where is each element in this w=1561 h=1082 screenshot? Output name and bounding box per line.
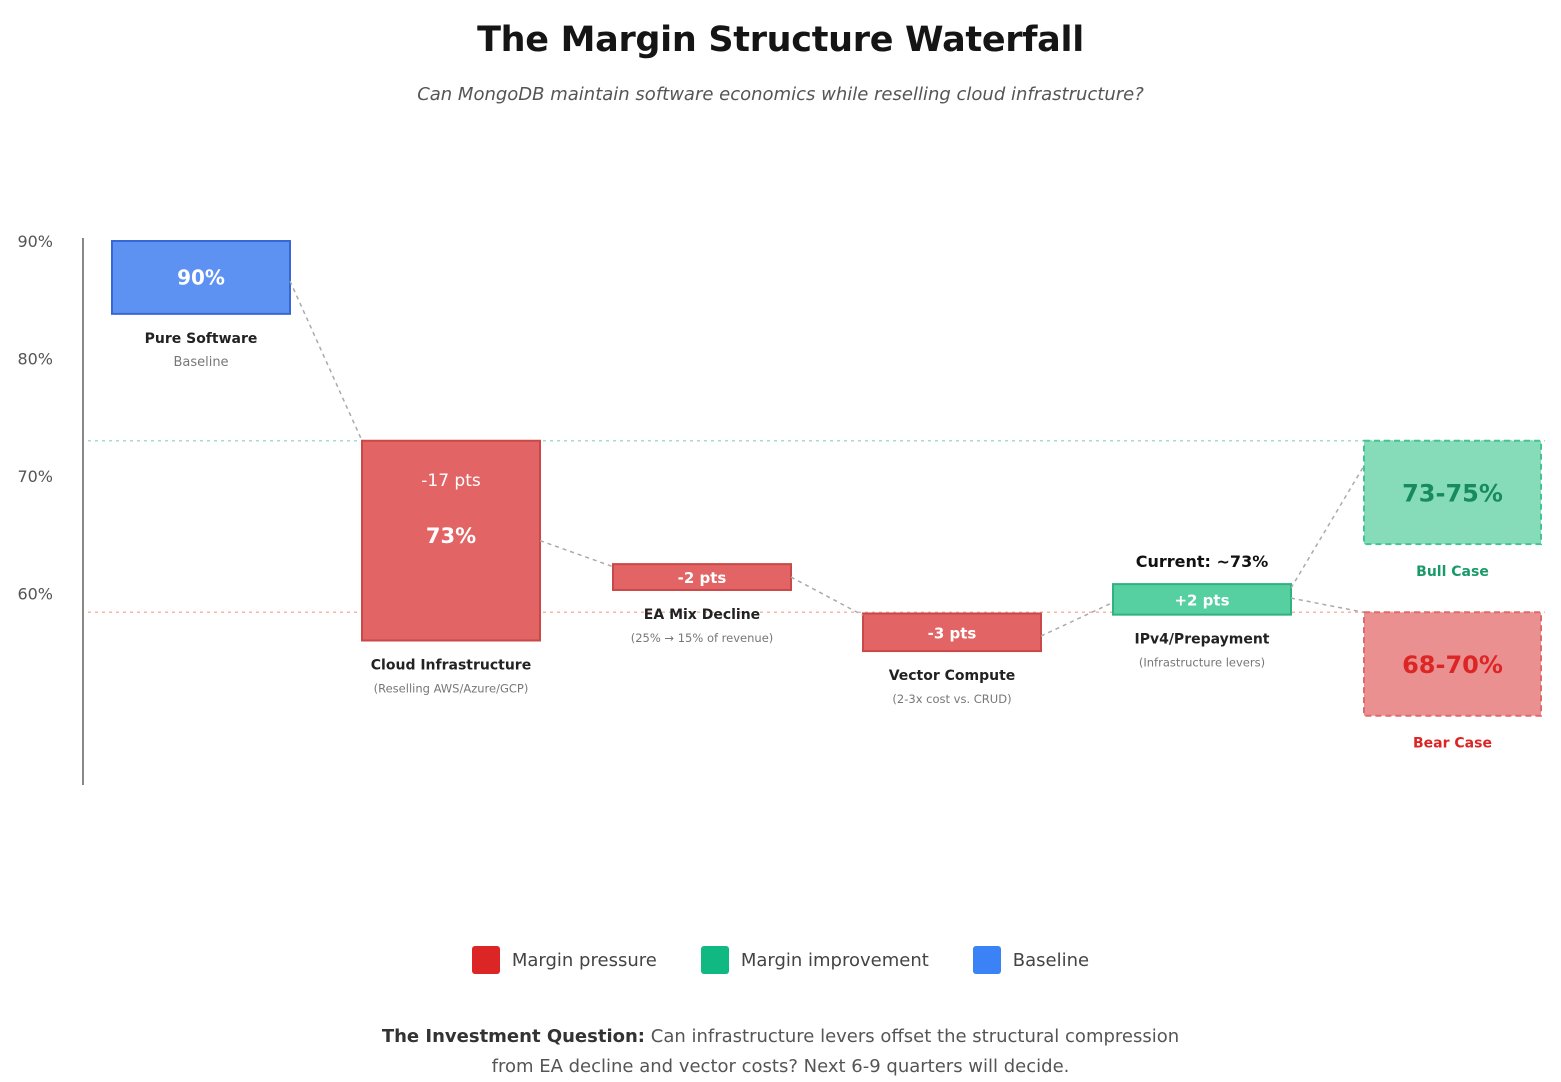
y-tick-label: 90% — [17, 232, 53, 251]
step-name-label: Pure Software — [145, 331, 258, 347]
bar-pressure — [862, 612, 1042, 653]
waterfall-chart: 90% 80% 70% 60% 90% Pure Software Baseline -17 … — [17, 232, 1545, 785]
bar-improvement — [1112, 583, 1292, 616]
step-name-label: EA Mix Decline — [644, 607, 760, 623]
y-tick-label: 70% — [17, 467, 53, 486]
chart-subtitle: Can MongoDB maintain software economics … — [417, 84, 1144, 105]
connector-line — [539, 539, 614, 568]
scenario-name-label: Bull Case — [1416, 564, 1489, 580]
footer-line-2: from EA decline and vector costs? Next 6… — [491, 1056, 1070, 1077]
legend: Margin pressure Margin improvement Basel… — [0, 946, 1561, 974]
scenario-name-label: Bear Case — [1413, 736, 1492, 752]
bar-delta-label: -3 pts — [928, 624, 977, 642]
legend-swatch-improvement — [700, 946, 729, 974]
y-tick-label: 60% — [17, 585, 53, 604]
step-sublabel: Baseline — [173, 355, 228, 370]
legend-item-pressure: Margin pressure — [471, 946, 657, 974]
legend-label-improvement: Margin improvement — [740, 949, 929, 971]
step-name-label: Cloud Infrastructure — [371, 658, 531, 674]
scenario-range-label: 68-70% — [1402, 651, 1503, 679]
connector-line — [790, 576, 864, 617]
legend-label-baseline: Baseline — [1012, 949, 1090, 971]
step-sublabel: (25% → 15% of revenue) — [631, 631, 774, 645]
legend-swatch-baseline — [972, 946, 1001, 974]
step-name-label: IPv4/Prepayment — [1134, 632, 1269, 648]
scenario-box-bull — [1363, 439, 1542, 546]
legend-label-pressure: Margin pressure — [511, 949, 657, 971]
step-sublabel: (Infrastructure levers) — [1139, 656, 1265, 670]
bar-value-label: 90% — [177, 265, 225, 289]
bar-value-label: 73% — [426, 524, 476, 548]
chart-title: The Margin Structure Waterfall — [477, 20, 1084, 60]
footer-bold: The Investment Question: — [381, 1026, 646, 1047]
scenario-range-label: 73-75% — [1402, 479, 1503, 507]
footer-line-1: The Investment Question: Can infrastruct… — [0, 1022, 1561, 1052]
connector-line — [289, 280, 363, 442]
bar-delta-label: -2 pts — [678, 569, 727, 587]
step-sublabel: (2-3x cost vs. CRUD) — [892, 692, 1011, 706]
step-name-label: Vector Compute — [889, 668, 1016, 684]
legend-item-baseline: Baseline — [972, 946, 1090, 974]
footer-note: The Investment Question: Can infrastruct… — [0, 1022, 1561, 1082]
bar-pressure — [612, 563, 792, 591]
legend-swatch-pressure — [471, 946, 500, 974]
scenario-box-bear — [1363, 611, 1542, 717]
legend-item-improvement: Margin improvement — [700, 946, 929, 974]
y-tick-label: 80% — [17, 350, 53, 369]
current-label: Current: ~73% — [1136, 552, 1268, 571]
step-sublabel: (Reselling AWS/Azure/GCP) — [374, 682, 529, 696]
connector-line — [1290, 597, 1365, 614]
bar-baseline — [111, 240, 291, 315]
bar-delta-label: +2 pts — [1174, 591, 1229, 609]
bar-delta-label: -17 pts — [421, 471, 481, 491]
connector-line — [1040, 601, 1114, 637]
connector-line — [1290, 465, 1365, 589]
footer-text-1: Can infrastructure levers offset the str… — [650, 1026, 1180, 1047]
bar-pressure — [361, 439, 541, 642]
